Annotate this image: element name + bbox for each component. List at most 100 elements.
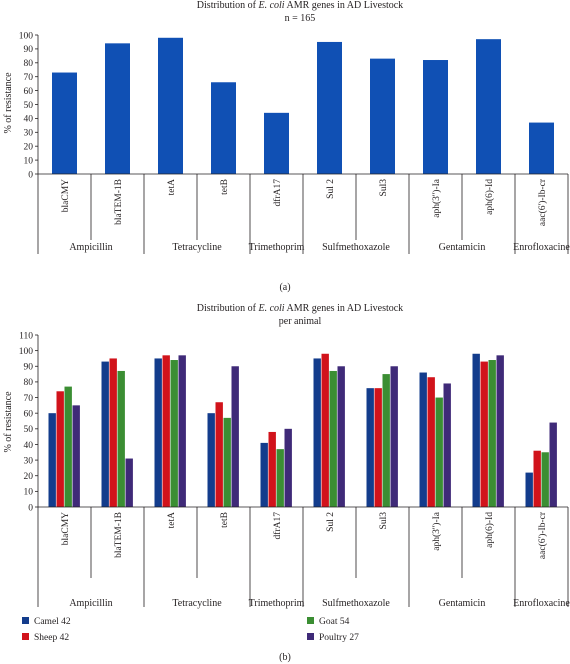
- group-label: Sulfmethoxazole: [322, 598, 390, 609]
- category-label: aph(6)-Id: [484, 512, 495, 548]
- chart-panel-b: Distribution of E. coli AMR genes in AD …: [3, 303, 570, 663]
- y-tick-label: 0: [28, 503, 33, 513]
- bar: [154, 358, 162, 507]
- y-tick-label: 80: [24, 59, 34, 69]
- category-label: aac(6')-Ib-cr: [537, 178, 548, 226]
- bar: [488, 360, 496, 507]
- y-tick-label: 90: [24, 363, 34, 373]
- bar: [276, 449, 284, 507]
- category-label: blaTEM-1B: [114, 512, 124, 558]
- category-label: aph(3'')-Ia: [431, 178, 442, 218]
- bar: [101, 361, 109, 507]
- y-tick-label: 10: [24, 156, 34, 166]
- bar: [529, 122, 554, 174]
- bar: [427, 377, 435, 507]
- y-axis-label: % of resistance: [3, 391, 14, 453]
- legend: Camel 42 Sheep 42 Goat 54 Poultry 27: [22, 617, 359, 643]
- bar: [264, 112, 289, 174]
- plot-area: 0 10 20 30 40 50 60 70 80 90 100 110 blaCMY blaTEM-1B…: [19, 331, 570, 609]
- bar: [370, 58, 395, 174]
- category-label: Sul 2: [326, 179, 336, 199]
- bar: [541, 452, 549, 507]
- chart-title: Distribution of E. coli AMR genes in AD …: [197, 303, 403, 314]
- y-tick-label: 100: [19, 31, 34, 41]
- bar: [56, 391, 64, 507]
- bar: [533, 450, 541, 507]
- plot-area: 0 10 20 30 40 50 60 70 80 90 100 blaCMY blaTEM-1B tet…: [19, 31, 570, 254]
- bar: [472, 353, 480, 507]
- category-label: aac(6')-Ib-cr: [537, 511, 548, 559]
- bar: [211, 82, 236, 174]
- group-label: Gentamicin: [439, 242, 486, 253]
- legend-swatch: [307, 617, 314, 624]
- bar: [382, 374, 390, 507]
- bar: [158, 37, 183, 174]
- group-label: Ampicillin: [69, 242, 112, 253]
- bar: [337, 366, 345, 507]
- chart-subtitle: per animal: [279, 316, 322, 327]
- bar: [109, 358, 117, 507]
- y-tick-label: 70: [24, 73, 34, 83]
- bar: [374, 388, 382, 507]
- category-label: tetA: [167, 512, 177, 528]
- bar: [105, 43, 130, 175]
- bar: [72, 405, 80, 507]
- bar: [419, 372, 427, 507]
- bar: [496, 355, 504, 507]
- group-label: Tetracycline: [172, 242, 222, 253]
- legend-swatch: [22, 617, 29, 624]
- y-tick-label: 70: [24, 394, 34, 404]
- y-tick-label: 60: [24, 409, 34, 419]
- chart-panel-a: Distribution of E. coli AMR genes in AD …: [3, 0, 570, 293]
- legend-label: Goat 54: [319, 617, 350, 627]
- bar: [329, 370, 337, 507]
- legend-swatch: [22, 633, 29, 640]
- bar: [443, 383, 451, 507]
- y-tick-label: 20: [24, 472, 34, 482]
- bar: [423, 60, 448, 174]
- bar: [223, 417, 231, 507]
- bar: [48, 413, 56, 507]
- category-label: blaCMY: [61, 179, 71, 212]
- bar: [207, 413, 215, 507]
- bar: [317, 41, 342, 175]
- bar: [390, 366, 398, 507]
- panel-label: (a): [279, 282, 290, 293]
- group-label: Enrofloxacine: [513, 242, 570, 253]
- bar: [313, 358, 321, 507]
- category-label: blaTEM-1B: [114, 179, 124, 225]
- bar: [366, 388, 374, 507]
- y-tick-label: 80: [24, 378, 34, 388]
- bar: [170, 360, 178, 507]
- bar: [117, 370, 125, 507]
- category-label: Sul3: [379, 512, 389, 530]
- chart-subtitle: n = 165: [285, 13, 316, 24]
- category-label: aph(3'')-Ia: [431, 511, 442, 551]
- y-tick-label: 0: [28, 170, 33, 180]
- group-label: Tetracycline: [172, 598, 222, 609]
- category-label: dfrA17: [272, 179, 283, 207]
- category-label: Sul3: [379, 179, 389, 197]
- group-label: Trimethoprim: [249, 242, 305, 253]
- y-tick-label: 20: [24, 143, 34, 153]
- category-label: aph(6)-Id: [484, 179, 495, 215]
- category-label: tetB: [220, 179, 230, 195]
- bar: [64, 386, 72, 507]
- category-label: tetB: [220, 512, 230, 528]
- y-tick-label: 30: [24, 456, 34, 466]
- bar: [260, 442, 268, 507]
- bar: [284, 428, 292, 507]
- legend-label: Sheep 42: [34, 633, 69, 643]
- bar: [178, 355, 186, 507]
- bar: [215, 402, 223, 507]
- group-label: Sulfmethoxazole: [322, 242, 390, 253]
- panel-label: (b): [279, 652, 291, 663]
- legend-swatch: [307, 633, 314, 640]
- chart-title: Distribution of E. coli AMR genes in AD …: [197, 0, 403, 11]
- y-tick-label: 40: [24, 115, 34, 125]
- bar: [435, 397, 443, 507]
- y-tick-label: 110: [19, 331, 33, 341]
- bar: [268, 431, 276, 507]
- bar: [231, 366, 239, 507]
